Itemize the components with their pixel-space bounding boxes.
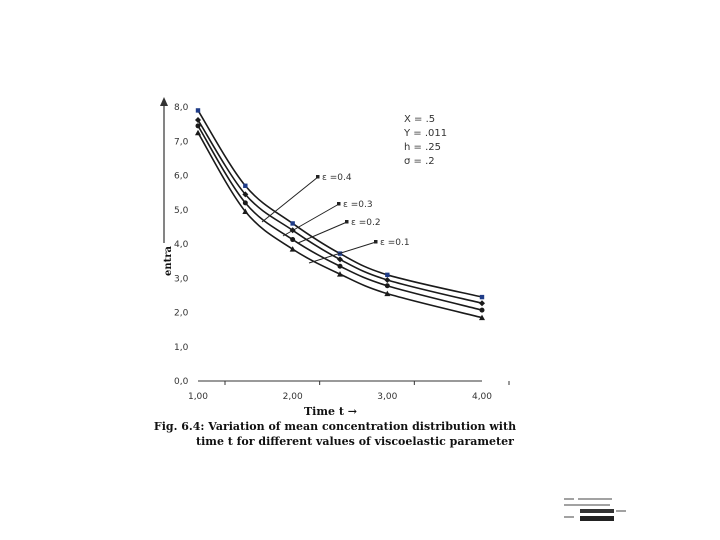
series-point	[290, 237, 296, 243]
x-tick-label: 4,00	[472, 392, 492, 402]
page-footer-mark	[564, 498, 626, 521]
series-point	[337, 271, 343, 277]
series-point	[479, 294, 485, 300]
x-tick-labels: 1,00 2,00 3,00 4,00	[188, 392, 492, 402]
series-point	[289, 246, 296, 252]
series-label: ε =0.3	[343, 200, 373, 210]
parameter-block: X = .5 Y = .011 h = .25 σ = .2	[403, 114, 447, 167]
series-point	[384, 283, 390, 289]
series-label: ε =0.2	[351, 218, 381, 228]
series-point	[479, 300, 485, 307]
series-line	[197, 132, 483, 319]
y-tick-label: 6,0	[174, 172, 189, 182]
series-lines	[197, 109, 483, 319]
series-label-pointer	[297, 221, 348, 244]
y-tick-label: 0,0	[174, 377, 189, 387]
series-point	[337, 256, 343, 263]
x-axis-label: Time t →	[304, 405, 357, 418]
series-label-pointer-dot	[345, 220, 349, 224]
x-tick-label: 2,00	[283, 392, 303, 402]
series-label-pointer-dot	[316, 175, 320, 179]
series-line	[197, 125, 483, 311]
series-point	[243, 183, 248, 188]
series-point	[195, 123, 201, 129]
y-axis-label: entra	[163, 245, 174, 276]
series-line	[197, 109, 483, 298]
y-tick-label: 2,0	[174, 309, 189, 319]
series-label-pointer-dot	[374, 240, 378, 244]
series-point	[384, 290, 391, 297]
series-line	[197, 119, 483, 305]
series-point	[290, 221, 295, 226]
series-label-pointer-dot	[337, 202, 341, 206]
caption-line-1: Fig. 6.4: Variation of mean concentratio…	[153, 420, 517, 433]
y-tick-label: 5,0	[174, 206, 189, 216]
series-point	[385, 272, 390, 278]
series-point	[242, 191, 249, 198]
param-y: Y = .011	[403, 128, 447, 139]
x-tick-label: 3,00	[377, 392, 397, 402]
y-tick-label: 8,0	[174, 103, 189, 113]
y-direction-arrowhead	[160, 97, 168, 106]
series-point	[479, 307, 485, 313]
y-tick-label: 1,0	[174, 343, 189, 353]
y-tick-labels: 0,0 1,0 2,0 3,0 4,0 5,0 6,0 7,0 8,0	[174, 103, 189, 387]
param-x: X = .5	[404, 114, 435, 125]
y-tick-label: 4,0	[174, 240, 189, 250]
series-labels: ε =0.4 ε =0.3 ε =0.2 ε =0.1	[322, 173, 410, 248]
series-point	[242, 208, 249, 214]
series-label: ε =0.4	[322, 173, 352, 183]
series-point	[242, 200, 248, 206]
series-point	[337, 263, 343, 269]
series-label-pointers	[261, 175, 378, 264]
y-tick-label: 3,0	[174, 274, 189, 284]
series-point	[384, 276, 391, 283]
series-label-pointer	[308, 241, 377, 264]
series-point	[195, 108, 201, 113]
figure-caption: Fig. 6.4: Variation of mean concentratio…	[150, 419, 520, 449]
y-tick-label: 7,0	[174, 137, 189, 147]
series-label-pointer	[282, 203, 340, 237]
x-tick-marks	[224, 381, 510, 385]
series-point	[195, 117, 201, 124]
x-tick-label: 1,00	[188, 392, 208, 402]
series-label-pointer	[261, 176, 319, 223]
param-h: h = .25	[404, 142, 441, 153]
series-label: ε =0.1	[380, 238, 410, 248]
param-sigma: σ = .2	[404, 156, 435, 167]
series-point	[479, 314, 485, 321]
series-point	[195, 129, 201, 136]
caption-line-2: time t for different values of viscoelas…	[196, 435, 514, 448]
